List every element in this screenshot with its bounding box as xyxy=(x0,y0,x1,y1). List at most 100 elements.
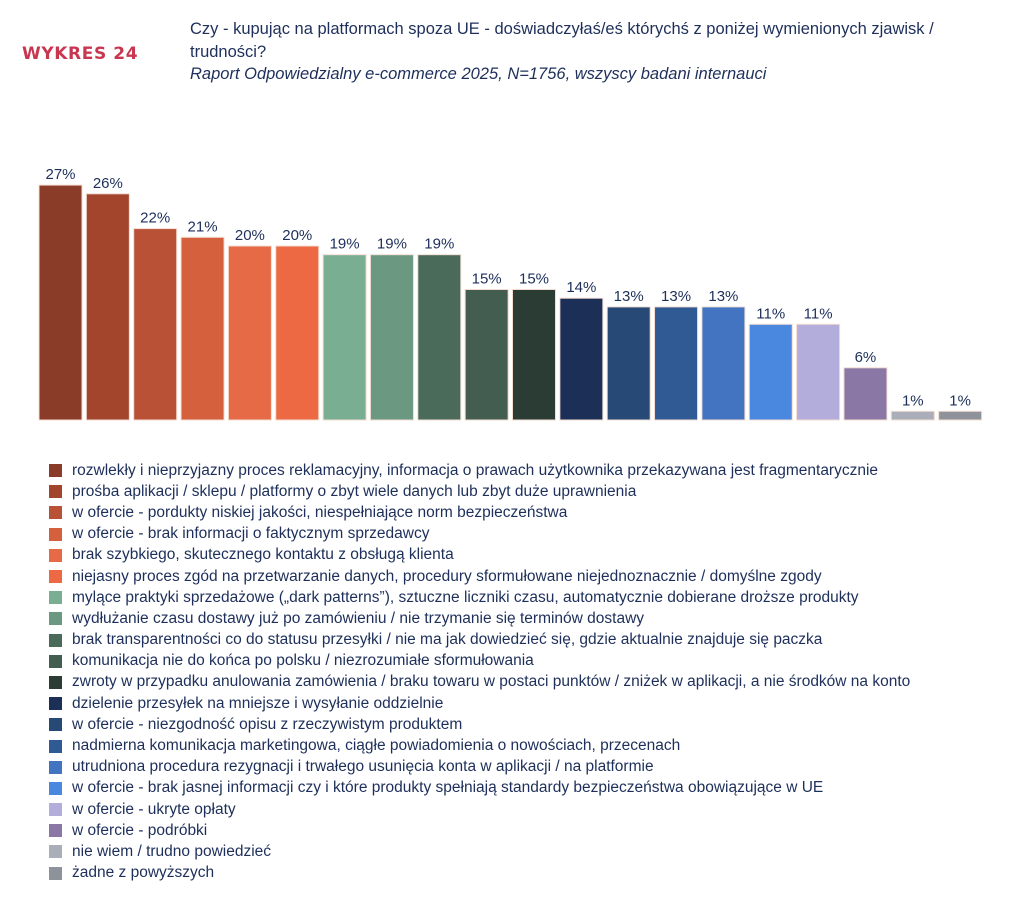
legend-item: w ofercie - brak jasnej informacji czy i… xyxy=(49,778,1019,799)
bar-value-label: 19% xyxy=(377,236,407,253)
bar-value-label: 13% xyxy=(614,288,644,305)
legend-item: rozwlekły i nieprzyjazny proces reklamac… xyxy=(49,460,1019,481)
legend-item: brak transparentności co do statusu prze… xyxy=(49,630,1019,651)
bar-value-label: 20% xyxy=(235,227,265,244)
bar-value-label: 1% xyxy=(949,392,971,409)
bar-value-label: 21% xyxy=(188,218,218,235)
legend-item: utrudniona procedura rezygnacji i trwałe… xyxy=(49,757,1019,778)
legend-item: zwroty w przypadku anulowania zamówienia… xyxy=(49,672,1019,693)
legend-label: utrudniona procedura rezygnacji i trwałe… xyxy=(72,758,654,776)
legend-label: zwroty w przypadku anulowania zamówienia… xyxy=(72,673,911,691)
bar-value-label: 26% xyxy=(93,175,123,192)
bar xyxy=(227,245,272,421)
legend-swatch xyxy=(49,527,62,541)
legend-label: niejasny proces zgód na przetwarzanie da… xyxy=(72,567,822,585)
legend-label: żadne z powyższych xyxy=(72,864,215,882)
bar-value-label: 13% xyxy=(661,288,691,305)
title-block: Czy - kupując na platformach spoza UE - … xyxy=(190,18,1010,85)
bar xyxy=(796,323,841,421)
bar-value-label: 27% xyxy=(45,166,75,183)
legend-item: niejasny proces zgód na przetwarzanie da… xyxy=(49,566,1019,587)
bar xyxy=(748,323,793,421)
legend-label: w ofercie - brak informacji o faktycznym… xyxy=(72,525,430,543)
legend-swatch xyxy=(49,803,62,817)
bar xyxy=(322,254,367,421)
bar xyxy=(417,254,462,421)
legend-swatch xyxy=(49,654,62,668)
legend-item: w ofercie - porduktу niskiej jakości, ni… xyxy=(49,502,1019,523)
chart-subtitle: Raport Odpowiedzialny e-commerce 2025, N… xyxy=(190,65,767,83)
legend-item: nie wiem / trudno powiedzieć xyxy=(49,841,1019,862)
bar-value-label: 20% xyxy=(282,227,312,244)
legend-item: w ofercie - brak informacji o faktycznym… xyxy=(49,524,1019,545)
legend-swatch xyxy=(49,824,62,838)
legend-swatch xyxy=(49,591,62,605)
legend-item: wydłużanie czasu dostawy już po zamówien… xyxy=(49,608,1019,629)
legend-item: w ofercie - podróbki xyxy=(49,820,1019,841)
legend-swatch xyxy=(49,675,62,689)
bar xyxy=(843,367,888,421)
legend-label: rozwlekły i nieprzyjazny proces reklamac… xyxy=(72,461,879,479)
chart-number-label: WYKRES 24 xyxy=(22,44,139,64)
legend-swatch xyxy=(49,485,62,499)
legend-label: w ofercie - porduktу niskiej jakości, ni… xyxy=(72,503,568,521)
legend-swatch xyxy=(49,506,62,520)
legend-item: komunikacja nie do końca po polsku / nie… xyxy=(49,651,1019,672)
legend-swatch xyxy=(49,570,62,584)
legend-label: brak szybkiego, skutecznego kontaktu z o… xyxy=(72,546,454,564)
bar xyxy=(85,193,130,421)
legend-label: prośba aplikacji / sklepu / platformy o … xyxy=(72,482,637,500)
legend-item: nadmierna komunikacja marketingowa, ciąg… xyxy=(49,735,1019,756)
bar-value-label: 1% xyxy=(902,392,924,409)
legend-swatch xyxy=(49,739,62,753)
bar xyxy=(275,245,320,421)
bar xyxy=(464,289,509,421)
bar-chart: 27% 26% 22% 21% 20% 20% 19% 19% 19% 15% 15% 14% 13% 1… xyxy=(38,166,983,421)
bar xyxy=(654,306,699,421)
legend-item: żadne z powyższych xyxy=(49,863,1019,884)
bar-value-label: 22% xyxy=(140,210,170,227)
legend-item: prośba aplikacji / sklepu / platformy o … xyxy=(49,481,1019,502)
bar xyxy=(606,306,651,421)
bar xyxy=(512,289,556,421)
legend-swatch xyxy=(49,612,62,626)
legend-swatch xyxy=(49,548,62,562)
legend-item: w ofercie - niezgodność opisu z rzeczywi… xyxy=(49,714,1019,735)
legend-label: w ofercie - ukryte opłaty xyxy=(72,800,236,818)
legend-label: mylące praktyki sprzedażowe („dark patte… xyxy=(72,588,859,606)
legend-swatch xyxy=(49,718,62,732)
legend-item: mylące praktyki sprzedażowe („dark patte… xyxy=(49,587,1019,608)
legend-item: dzielenie przesyłek na mniejsze i wysyła… xyxy=(49,693,1019,714)
legend: rozwlekły i nieprzyjazny proces reklamac… xyxy=(49,460,1019,884)
bar xyxy=(938,410,983,421)
bar xyxy=(133,228,178,421)
legend-label: w ofercie - niezgodność opisu z rzeczywi… xyxy=(72,715,463,733)
legend-label: nadmierna komunikacja marketingowa, ciąg… xyxy=(72,737,681,755)
bar xyxy=(369,254,414,421)
legend-item: brak szybkiego, skutecznego kontaktu z o… xyxy=(49,545,1019,566)
legend-item: w ofercie - ukryte opłaty xyxy=(49,799,1019,820)
bar-value-label: 19% xyxy=(424,236,454,253)
legend-swatch xyxy=(49,633,62,647)
legend-swatch xyxy=(49,781,62,795)
bar-value-label: 11% xyxy=(804,305,833,322)
legend-label: nie wiem / trudno powiedzieć xyxy=(72,842,272,860)
legend-swatch xyxy=(49,760,62,774)
legend-label: wydłużanie czasu dostawy już po zamówien… xyxy=(72,609,645,627)
bar-value-label: 6% xyxy=(855,349,877,366)
legend-swatch xyxy=(49,697,62,711)
bar-value-label: 13% xyxy=(708,288,738,305)
legend-label: brak transparentności co do statusu prze… xyxy=(72,631,823,649)
bar xyxy=(559,297,604,421)
bar-value-label: 19% xyxy=(330,236,360,253)
bar xyxy=(180,236,225,421)
bar xyxy=(38,184,83,421)
chart-title: Czy - kupując na platformach spoza UE - … xyxy=(190,20,934,61)
legend-swatch xyxy=(49,845,62,859)
bar xyxy=(701,306,746,421)
legend-swatch xyxy=(49,464,62,478)
bar-value-label: 14% xyxy=(566,279,596,296)
legend-swatch xyxy=(49,866,62,880)
legend-label: w ofercie - podróbki xyxy=(72,821,208,839)
bar-value-label: 15% xyxy=(519,271,549,288)
